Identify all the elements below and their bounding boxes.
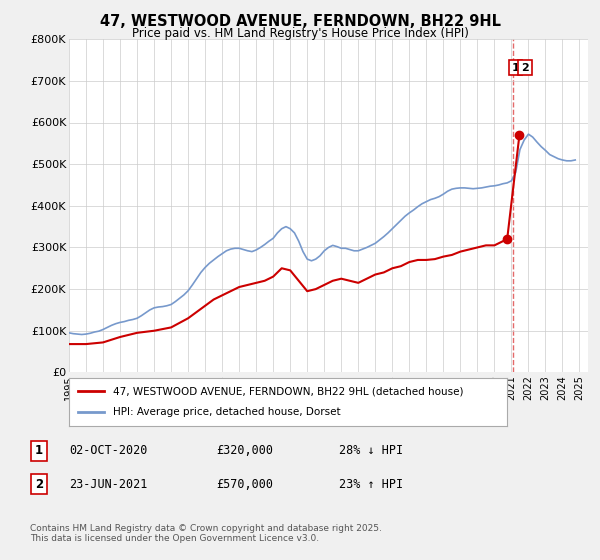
Text: 47, WESTWOOD AVENUE, FERNDOWN, BH22 9HL: 47, WESTWOOD AVENUE, FERNDOWN, BH22 9HL: [100, 14, 500, 29]
Text: 47, WESTWOOD AVENUE, FERNDOWN, BH22 9HL (detached house): 47, WESTWOOD AVENUE, FERNDOWN, BH22 9HL …: [113, 386, 463, 396]
Text: HPI: Average price, detached house, Dorset: HPI: Average price, detached house, Dors…: [113, 407, 340, 417]
Text: £320,000: £320,000: [216, 444, 273, 458]
Text: 02-OCT-2020: 02-OCT-2020: [69, 444, 148, 458]
Text: Contains HM Land Registry data © Crown copyright and database right 2025.
This d: Contains HM Land Registry data © Crown c…: [30, 524, 382, 543]
Text: 2: 2: [35, 478, 43, 491]
Text: 23% ↑ HPI: 23% ↑ HPI: [339, 478, 403, 491]
Text: 2: 2: [521, 63, 529, 73]
Text: Price paid vs. HM Land Registry's House Price Index (HPI): Price paid vs. HM Land Registry's House …: [131, 27, 469, 40]
Text: £570,000: £570,000: [216, 478, 273, 491]
Text: 1: 1: [35, 444, 43, 458]
Text: 1: 1: [512, 63, 520, 73]
Text: 28% ↓ HPI: 28% ↓ HPI: [339, 444, 403, 458]
Text: 23-JUN-2021: 23-JUN-2021: [69, 478, 148, 491]
